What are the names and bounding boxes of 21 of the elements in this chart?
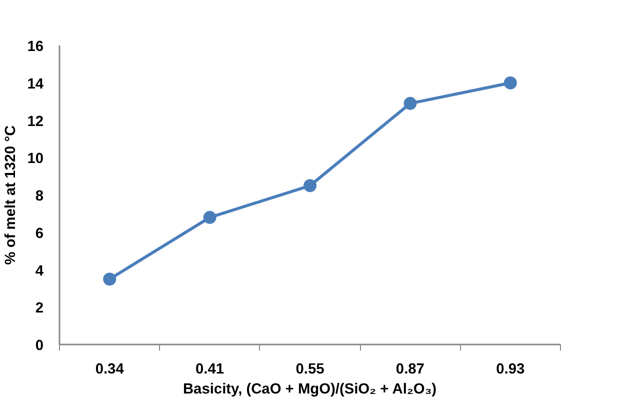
x-axis-title: Basicity, (CaO + MgO)/(SiO₂ + Al₂O₃): [182, 382, 437, 398]
point: [203, 210, 216, 224]
y-tick-label: 12: [27, 114, 44, 130]
y-tick-label: 2: [35, 300, 44, 317]
x-tick-label: 0.93: [496, 362, 525, 378]
y-tick-label: 14: [27, 76, 44, 92]
y-tick-label: 6: [35, 226, 44, 242]
x-tick-label: 0.87: [396, 362, 424, 378]
point: [404, 96, 417, 110]
y-tick-label: 0: [35, 338, 44, 354]
y-tick-label: 16: [27, 39, 44, 55]
y-tick-label: 8: [35, 188, 44, 204]
y-tick-label: 4: [35, 263, 44, 280]
point: [103, 272, 116, 286]
y-axis-title: % of melt at 1320 °C: [3, 124, 20, 265]
y-tick-label: 10: [27, 151, 44, 168]
x-tick-label: 0.34: [95, 362, 125, 378]
x-tick-label: 0.41: [196, 362, 224, 378]
point: [304, 179, 316, 192]
point: [504, 76, 517, 90]
x-tick-label: 0.55: [296, 362, 324, 378]
